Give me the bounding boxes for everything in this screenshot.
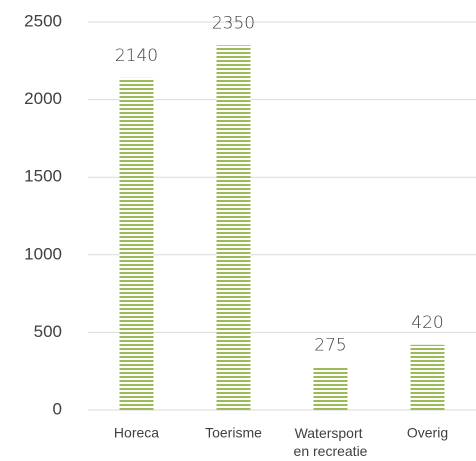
y-tick-label: 1000 (24, 244, 62, 263)
x-tick-line: en recreatie (294, 443, 368, 459)
x-tick-label: Overig (407, 425, 448, 441)
y-tick-label: 1500 (24, 167, 62, 186)
bar (119, 77, 154, 410)
data-label: 420 (411, 313, 443, 333)
bar (216, 45, 251, 410)
y-tick-label: 500 (34, 322, 62, 341)
x-tick-label: Watersport en recreatie (294, 425, 368, 459)
bar (313, 367, 348, 410)
x-tick-label: Toerisme (205, 425, 262, 441)
data-label: 275 (314, 335, 346, 355)
x-tick-line: Watersport (295, 425, 367, 441)
x-tick-label: Horeca (114, 425, 159, 441)
data-label: 2350 (212, 13, 255, 33)
bar (410, 344, 445, 410)
y-tick-label: 2500 (24, 11, 62, 30)
y-tick-label: 2000 (24, 89, 62, 108)
data-label: 2140 (115, 46, 158, 66)
y-tick-label: 0 (53, 399, 62, 418)
